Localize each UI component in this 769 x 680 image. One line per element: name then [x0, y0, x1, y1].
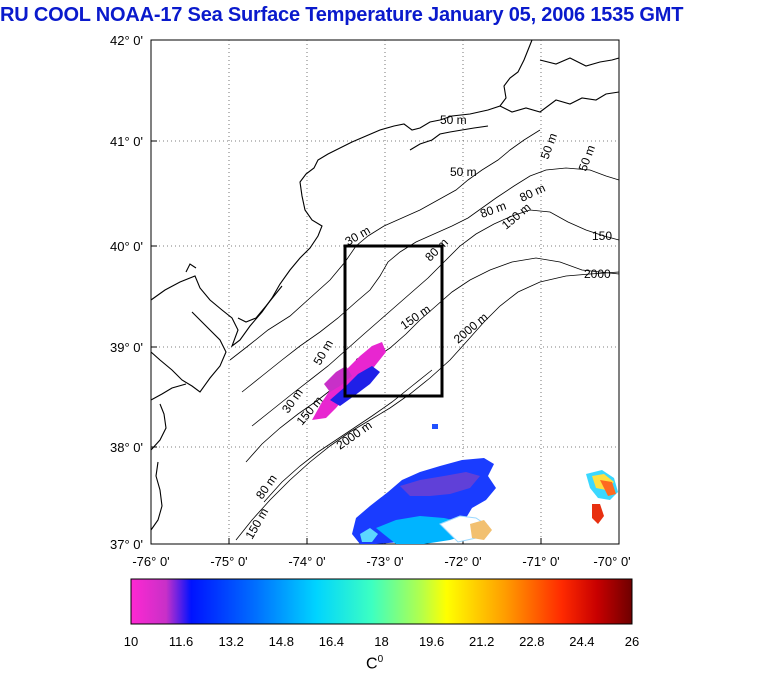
colorbar [130, 578, 633, 625]
lon-tick-labels: -76° 0' -75° 0' -74° 0' -73° 0' -72° 0' … [132, 554, 630, 569]
colorbar-tick-label: 24.4 [569, 634, 594, 649]
colorbar-tick-label: 10 [124, 634, 138, 649]
colorbar-tick-label: 13.2 [219, 634, 244, 649]
lon-tick-label: -74° 0' [288, 554, 325, 569]
isobaths [229, 129, 620, 541]
sst-data-patches [312, 342, 618, 544]
colorbar-tick-label: 11.6 [169, 634, 193, 649]
isobath-label: 2000 [584, 267, 611, 281]
colorbar-tick-label: 18 [374, 634, 388, 649]
unit-base: C [366, 655, 378, 673]
lon-tick-label: -72° 0' [444, 554, 481, 569]
lat-tick-labels: 42° 0' 41° 0' 40° 0' 39° 0' 38° 0' 37° 0… [110, 33, 143, 552]
map-title: RU COOL NOAA-17 Sea Surface Temperature … [0, 4, 684, 26]
isobath-label: 150 [592, 229, 612, 243]
isobath-label: 50 m [440, 113, 467, 127]
lat-tick-label: 42° 0' [110, 33, 143, 48]
colorbar-unit: C0 [366, 654, 383, 673]
lat-tick-label: 39° 0' [110, 340, 143, 355]
colorbar-tick-labels: 10 11.6 13.2 14.8 16.4 18 19.6 21.2 22.8 24.4 26 [124, 634, 639, 649]
lon-tick-label: -76° 0' [132, 554, 169, 569]
lat-tick-label: 40° 0' [110, 239, 143, 254]
colorbar-tick-label: 21.2 [469, 634, 494, 649]
lat-tick-label: 41° 0' [110, 134, 143, 149]
isobath-label: 50 m [450, 165, 477, 179]
colorbar-tick-label: 16.4 [319, 634, 344, 649]
lat-tick-label: 37° 0' [110, 537, 143, 552]
colorbar-tick-label: 22.8 [519, 634, 544, 649]
lon-tick-label: -71° 0' [522, 554, 559, 569]
coastline [150, 39, 620, 531]
lon-tick-label: -70° 0' [593, 554, 630, 569]
lon-tick-label: -75° 0' [210, 554, 247, 569]
colorbar-tick-label: 26 [625, 634, 639, 649]
colorbar-tick-label: 19.6 [419, 634, 444, 649]
colorbar-tick-label: 14.8 [269, 634, 294, 649]
lat-tick-label: 38° 0' [110, 440, 143, 455]
lon-tick-label: -73° 0' [366, 554, 403, 569]
study-box [343, 244, 444, 398]
unit-exponent: 0 [377, 654, 384, 665]
